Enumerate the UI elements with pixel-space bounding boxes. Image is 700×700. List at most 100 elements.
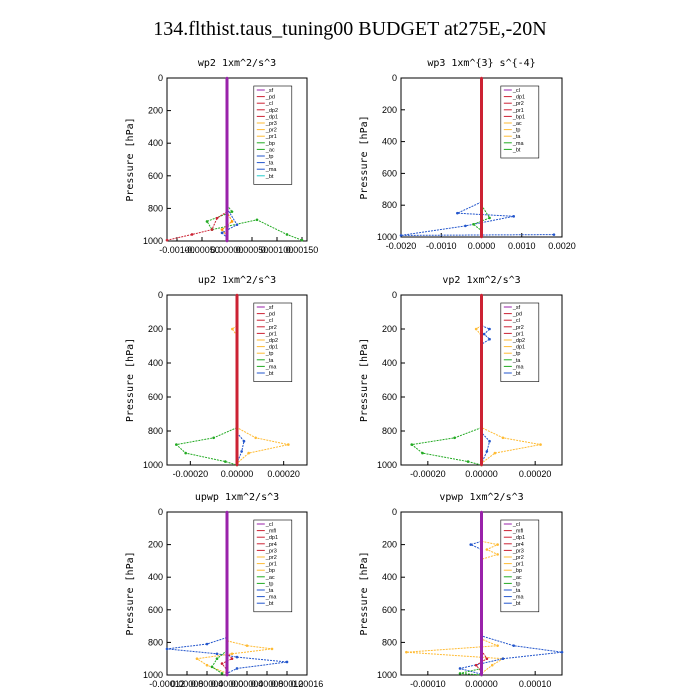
- legend-item: _tp: [265, 581, 274, 587]
- panel-title: vp2 1xm^2/s^3: [442, 275, 520, 286]
- data-point: [235, 223, 239, 226]
- x-tick-label: 0.00000: [211, 245, 244, 255]
- legend-item: _bt: [512, 371, 521, 377]
- legend-item: _pr4: [512, 542, 524, 548]
- data-point: [472, 222, 475, 226]
- x-tick-label: 0.00004: [191, 679, 224, 689]
- legend-box: [253, 302, 293, 382]
- y-axis-label: Pressure [hPa]: [359, 338, 370, 422]
- x-tick-label: -0.00020: [173, 469, 209, 479]
- legend-item: _mfl: [265, 529, 276, 535]
- series-line-pr2: [475, 325, 541, 464]
- data-point: [485, 450, 489, 453]
- data-point: [215, 652, 219, 656]
- legend-item: _pr3: [512, 548, 524, 554]
- data-point: [212, 436, 215, 440]
- y-tick-label: 800: [148, 203, 163, 213]
- data-point: [230, 652, 234, 656]
- data-point: [225, 239, 229, 243]
- data-point: [488, 337, 491, 341]
- y-tick-label: 800: [148, 637, 163, 647]
- y-tick-label: 200: [148, 540, 163, 550]
- data-point: [230, 657, 234, 660]
- y-tick-label: 200: [148, 106, 163, 116]
- data-point: [285, 660, 289, 664]
- chart-panel-5: upwp 1xm^2/s^3 Pressure [hPa] 0 200 400 600 80…: [125, 492, 323, 689]
- series-line-tp: [459, 540, 563, 675]
- panel-title: wp3 1xm^{3} s^{-4}: [427, 58, 535, 69]
- x-tick-label: -0.00100: [159, 245, 195, 255]
- data-point: [464, 224, 467, 228]
- data-point: [480, 235, 483, 239]
- legend-box: [500, 85, 540, 159]
- y-tick-label: 800: [382, 637, 397, 647]
- x-tick-label: 0.00000: [465, 469, 498, 479]
- data-point: [488, 216, 491, 220]
- x-tick-label: -0.00050: [184, 245, 220, 255]
- series-line-pr2: [231, 325, 289, 464]
- data-point: [225, 510, 229, 514]
- data-point: [560, 650, 564, 654]
- y-tick-label: 0: [392, 73, 397, 83]
- legend-box: [500, 302, 540, 382]
- x-tick-label: -0.00020: [410, 469, 446, 479]
- x-tick-label: -0.00012: [149, 679, 185, 689]
- legend-item: _dp1: [512, 535, 525, 541]
- y-tick-label: 600: [148, 605, 163, 615]
- data-point: [235, 667, 239, 670]
- legend-box: [253, 85, 293, 185]
- data-point: [205, 642, 209, 646]
- figure-title: 134.flthist.taus_tuning00 BUDGET at275E,…: [153, 18, 547, 40]
- legend-item: _mfl: [512, 529, 523, 535]
- data-point: [421, 451, 424, 455]
- data-point: [496, 553, 499, 556]
- legend-item: _pr4: [265, 542, 277, 548]
- legend-item: _dp2: [512, 338, 525, 344]
- legend-item: _dp1: [512, 95, 525, 101]
- x-tick-label: 0.0020: [548, 241, 576, 251]
- x-tick-label: 0.00012: [271, 679, 304, 689]
- series-line-dp1: [410, 427, 482, 466]
- data-point: [488, 439, 491, 443]
- y-tick-label: 1000: [377, 460, 397, 470]
- series-line-tp: [400, 201, 555, 236]
- y-tick-label: 600: [148, 392, 163, 402]
- data-point: [210, 665, 214, 669]
- legend-item: _dp2: [265, 108, 278, 114]
- data-point: [488, 327, 491, 331]
- legend-item: _ma: [512, 364, 525, 370]
- data-point: [215, 657, 219, 660]
- data-point: [456, 211, 459, 215]
- data-point: [512, 215, 515, 218]
- legend-item: _cl: [265, 522, 273, 528]
- data-point: [195, 657, 199, 660]
- y-tick-label: 800: [382, 200, 397, 210]
- legend-item: _bt: [512, 601, 521, 607]
- panel-title: wp2 1xm^2/s^3: [198, 58, 276, 69]
- data-point: [458, 667, 462, 670]
- x-tick-label: 0.00000: [465, 679, 498, 689]
- legend-item: _pr2: [265, 128, 277, 134]
- data-point: [453, 436, 456, 440]
- x-tick-label: -0.00010: [410, 679, 446, 689]
- data-point: [247, 451, 250, 455]
- chart-panel-2: wp3 1xm^{3} s^{-4} Pressure [hPa] 0 200 400 6…: [359, 58, 576, 251]
- data-point: [175, 443, 178, 446]
- y-tick-label: 800: [382, 426, 397, 436]
- legend-item: _ma: [265, 364, 278, 370]
- y-tick-label: 400: [382, 572, 397, 582]
- legend-item: _pr2: [265, 555, 277, 561]
- series-line-dp1: [175, 427, 238, 466]
- data-point: [225, 673, 229, 677]
- data-point: [205, 220, 209, 223]
- legend-item: _ta: [512, 134, 522, 140]
- legend-item: _ma: [512, 141, 525, 147]
- legend-item: _bp1: [512, 114, 525, 120]
- data-point: [512, 644, 515, 647]
- y-axis-label: Pressure [hPa]: [125, 338, 136, 422]
- legend-item: _dp1: [265, 114, 278, 120]
- legend-item: _pr3: [265, 121, 277, 127]
- legend-item: _bt: [512, 147, 521, 153]
- chart-panel-4: vp2 1xm^2/s^3 Pressure [hPa] 0 200 400 600 800…: [359, 275, 563, 479]
